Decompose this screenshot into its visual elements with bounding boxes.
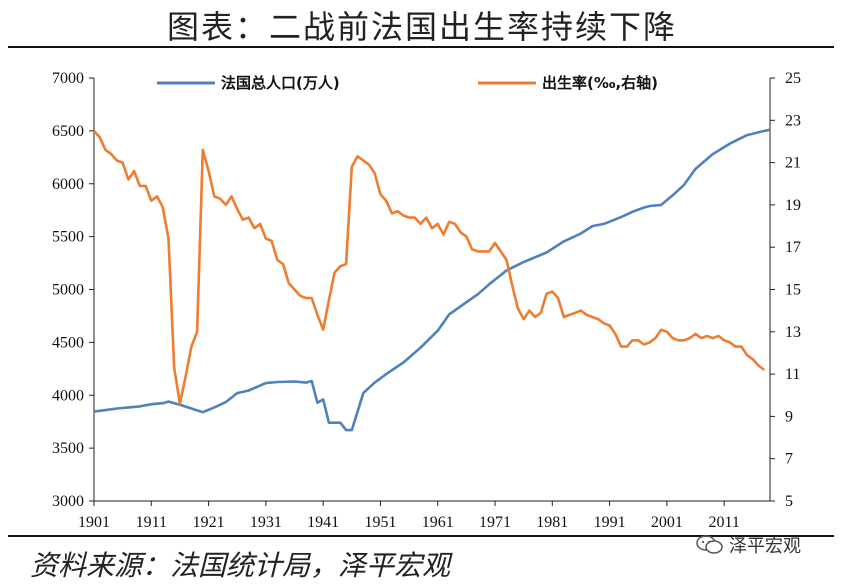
source-note: 资料来源：法国统计局，泽平宏观 <box>30 549 451 582</box>
left-tick-label: 5500 <box>52 229 84 246</box>
left-tick-label: 6500 <box>52 123 84 140</box>
x-tick-label: 1911 <box>136 514 167 531</box>
x-tick-label: 1921 <box>193 514 225 531</box>
right-tick-label: 17 <box>785 239 801 256</box>
x-tick-label: 1981 <box>536 514 568 531</box>
left-tick-label: 6000 <box>52 176 84 193</box>
left-tick-label: 5000 <box>52 282 84 299</box>
x-tick-label: 1931 <box>250 514 282 531</box>
left-tick-label: 4000 <box>52 387 84 404</box>
chart-legend: 法国总人口(万人) 出生率(‰,右轴) <box>157 74 658 92</box>
source-divider <box>8 535 834 537</box>
right-tick-label: 21 <box>785 155 801 172</box>
x-tick-label: 2011 <box>708 514 739 531</box>
left-tick-label: 3500 <box>52 440 84 457</box>
right-tick-label: 9 <box>785 408 793 425</box>
legend-label: 出生率(‰,右轴) <box>542 74 658 92</box>
left-tick-label: 4500 <box>52 334 84 351</box>
population-line <box>93 128 771 432</box>
left-tick-label: 3000 <box>52 493 84 510</box>
right-tick-label: 15 <box>785 282 801 299</box>
x-tick-label: 1991 <box>594 514 626 531</box>
right-tick-label: 7 <box>785 451 793 468</box>
x-tick-label: 2001 <box>651 514 683 531</box>
chart-title: 图表：二战前法国出生率持续下降 <box>166 8 677 46</box>
x-tick-label: 1951 <box>364 514 396 531</box>
x-tick-label: 1901 <box>78 514 110 531</box>
right-tick-label: 19 <box>785 197 801 214</box>
chart-axes: 3000 3500 4000 4500 5000 5500 6000 6500 7000 5 7 9 1… <box>52 70 801 531</box>
right-tick-label: 23 <box>785 112 801 129</box>
watermark-text: 泽平宏观 <box>729 536 801 557</box>
x-tick-label: 1971 <box>479 514 511 531</box>
right-tick-label: 25 <box>785 70 801 87</box>
left-tick-label: 7000 <box>52 70 84 87</box>
right-tick-label: 11 <box>785 366 800 383</box>
birth-rate-line <box>93 130 766 405</box>
wechat-icon <box>696 535 723 554</box>
x-tick-label: 1941 <box>307 514 339 531</box>
right-tick-label: 13 <box>785 324 801 341</box>
right-tick-label: 5 <box>785 493 793 510</box>
title-divider <box>8 46 834 48</box>
watermark: 泽平宏观 <box>695 532 801 558</box>
x-tick-label: 1961 <box>422 514 454 531</box>
legend-label: 法国总人口(万人) <box>221 74 340 92</box>
chart-series <box>93 128 771 432</box>
